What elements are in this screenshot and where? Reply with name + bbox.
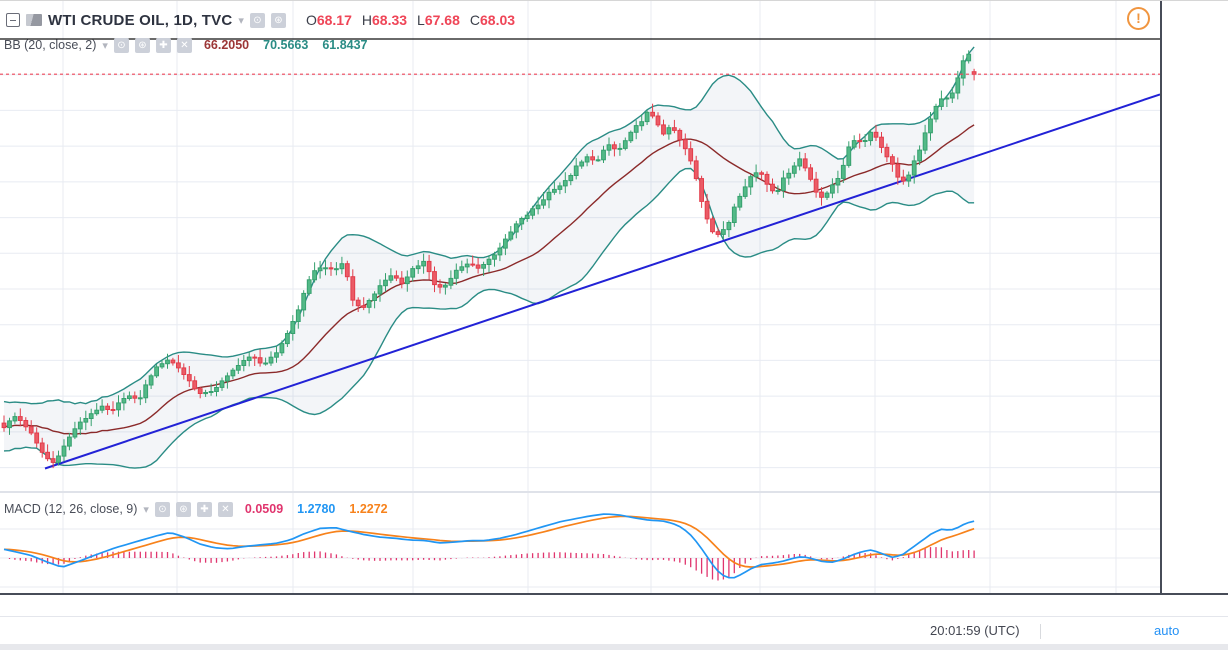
bb-legend: BB (20, close, 2) ▾ ⊙ ⊛ ✚ ✕ 66.2050 70.56… [4,37,368,53]
ohlc-values: O68.17 H68.33 L67.68 C68.03 [306,12,515,28]
symbol-title[interactable]: WTI CRUDE OIL, 1D, TVC [48,11,233,29]
add-icon[interactable]: ✚ [196,501,212,517]
chevron-down-icon[interactable]: ▾ [143,503,149,516]
pane-separator[interactable] [0,491,1228,493]
close-icon[interactable]: ✕ [217,501,233,517]
toolbar-separator [1040,624,1041,639]
ohlc-item: L67.68 [417,12,460,28]
macd-label[interactable]: MACD (12, 26, close, 9) [4,502,138,516]
price-chart[interactable] [0,1,1160,491]
collapse-icon[interactable] [6,13,20,27]
indicator-value: 1.2272 [349,502,388,516]
visibility-icon[interactable]: ⊙ [154,501,170,517]
macd-values: 0.0509 1.2780 1.2272 [245,502,388,516]
settings-icon[interactable]: ⊛ [270,12,286,28]
bb-label[interactable]: BB (20, close, 2) [4,38,97,52]
macd-pane[interactable] [0,493,1160,593]
indicator-value: 61.8437 [322,38,368,52]
chevron-down-icon[interactable]: ▾ [238,14,244,27]
add-icon[interactable]: ✚ [155,37,171,53]
indicator-value: 70.5663 [263,38,309,52]
indicator-value: 0.0509 [244,502,284,516]
macd-legend: MACD (12, 26, close, 9) ▾ ⊙ ⊛ ✚ ✕ 0.0509… [4,501,388,517]
ohlc-item: C68.03 [469,12,516,28]
indicator-value: 66.2050 [203,38,250,52]
visibility-icon[interactable]: ⊙ [249,12,265,28]
chevron-down-icon[interactable]: ▾ [102,39,108,52]
chart-type-icon[interactable] [26,14,42,26]
price-scale[interactable] [1160,1,1228,593]
gear-icon[interactable] [1194,622,1212,640]
close-icon[interactable]: ✕ [176,37,192,53]
ohlc-item: H68.33 [361,12,408,28]
symbol-legend: WTI CRUDE OIL, 1D, TVC ▾ ⊙ ⊛ O68.17 H68.3… [6,9,515,31]
bb-values: 66.2050 70.5663 61.8437 [204,38,368,52]
bottom-toolbar: 20:01:59 (UTC) auto [0,616,1228,644]
indicator-value: 1.2780 [297,502,336,516]
alert-icon[interactable]: ! [1127,7,1150,30]
settings-icon[interactable]: ⊛ [175,501,191,517]
settings-icon[interactable]: ⊛ [134,37,150,53]
ohlc-item: O68.17 [305,12,352,28]
clock[interactable]: 20:01:59 (UTC) [930,623,1020,638]
time-scale[interactable] [0,593,1228,616]
visibility-icon[interactable]: ⊙ [113,37,129,53]
auto-scale-button[interactable]: auto [1154,623,1180,638]
window-bottom-edge [0,644,1228,650]
